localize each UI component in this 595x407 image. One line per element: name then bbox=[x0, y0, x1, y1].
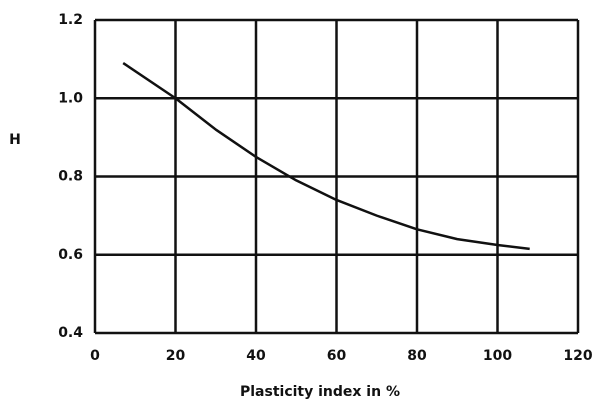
x-tick-label: 0 bbox=[90, 348, 100, 364]
x-tick-label: 100 bbox=[483, 348, 512, 364]
y-tick-label: 0.8 bbox=[58, 169, 83, 185]
y-axis-label: H bbox=[9, 132, 21, 148]
y-tick-label: 0.6 bbox=[58, 247, 83, 263]
x-tick-label: 40 bbox=[246, 348, 266, 364]
x-tick-label: 80 bbox=[407, 348, 427, 364]
x-tick-label: 20 bbox=[166, 348, 186, 364]
y-tick-label: 0.4 bbox=[58, 325, 83, 341]
y-tick-label: 1.0 bbox=[58, 90, 83, 106]
x-tick-label: 120 bbox=[563, 348, 592, 364]
x-tick-label: 60 bbox=[327, 348, 347, 364]
x-axis-label: Plasticity index in % bbox=[240, 384, 400, 400]
data-line bbox=[122, 62, 530, 251]
y-tick-label: 1.2 bbox=[58, 12, 83, 28]
